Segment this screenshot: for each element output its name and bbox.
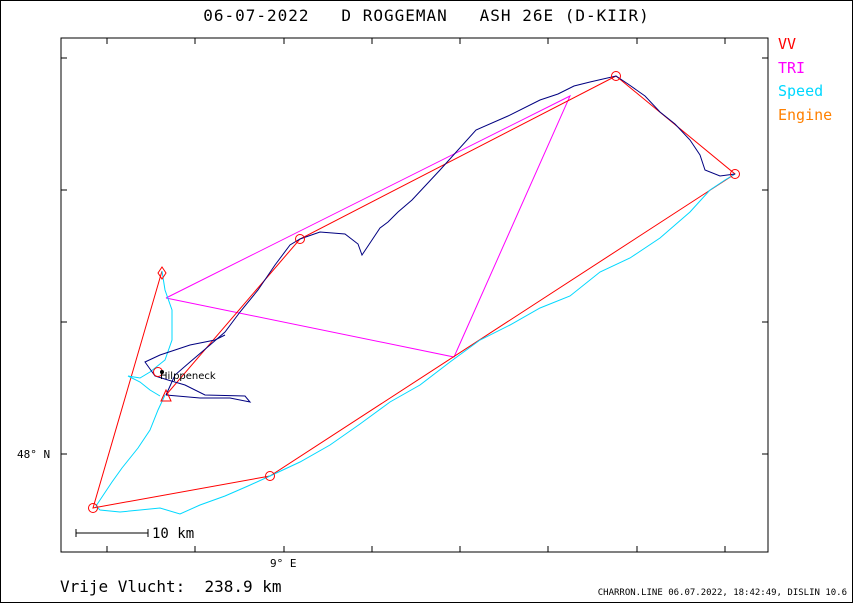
finish-marker [160,388,172,402]
flight-track-local [144,334,252,403]
legend-speed: Speed [778,82,824,100]
map-frame [60,37,769,553]
turnpoint-marker [611,71,621,81]
place-label: Hilppeneck [160,371,216,382]
place-dot [160,370,164,374]
legend-tri: TRI [778,58,806,77]
axis-ticks [61,38,768,552]
legend-engine: Engine [778,105,833,124]
free-flight-distance: Vrije Vlucht: 238.9 km [60,577,282,596]
scale-label: 10 km [152,526,194,542]
speed-track-west [127,270,173,397]
scale-bar [75,529,149,537]
legend: VV TRI Speed Engine [778,33,832,127]
speed-track [95,173,736,515]
vv-route [92,75,736,509]
legend-vv: VV [778,35,797,53]
flight-track [165,75,736,396]
turnpoint-marker [265,471,275,481]
tri-route [165,94,572,358]
map-title: 06-07-2022 D ROGGEMAN ASH 26E (D-KIIR) [203,6,650,25]
lat-label: 48° N [17,448,50,461]
footer-info: CHARRON.LINE 06.07.2022, 18:42:49, DISLI… [597,588,847,598]
start-marker [157,266,167,280]
lon-label: 9° E [270,557,297,570]
turnpoint-marker [730,169,740,179]
turnpoint-marker [88,503,98,513]
turnpoint-marker [295,234,305,244]
turnpoints [88,71,740,513]
